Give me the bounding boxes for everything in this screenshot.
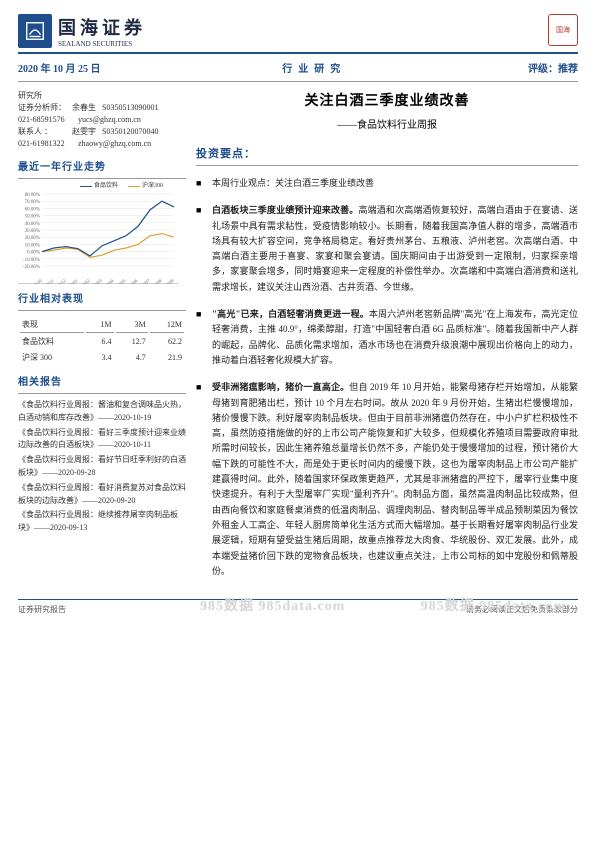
document-page: 国海证券 SEALAND SECURITIES 国海 2020 年 10 月 2… xyxy=(0,0,596,625)
table-header: 3M xyxy=(116,318,148,333)
header: 国海证券 SEALAND SECURITIES 国海 xyxy=(18,14,578,48)
svg-text:20/02: 20/02 xyxy=(80,278,91,284)
report-item: 《食品饮料行业周报：继续推荐屠宰肉制品板块》——2020-09-13 xyxy=(18,509,186,535)
report-rating: 评级：推荐 xyxy=(528,60,578,75)
svg-text:40.00%: 40.00% xyxy=(25,222,40,227)
chart-svg: 80.00% 70.00% 60.00% 50.00% 40.00% 30.00% 20.0… xyxy=(18,184,178,284)
svg-text:20/03: 20/03 xyxy=(92,277,104,284)
svg-text:10.00%: 10.00% xyxy=(25,243,40,248)
main-title: 关注白酒三季度业绩改善 xyxy=(196,90,578,110)
chart-section-title: 最近一年行业走势 xyxy=(18,160,186,179)
related-reports-list: 《食品饮料行业周报：酱油和复合调味品火热，白酒动销和库存改善》——2020-10… xyxy=(18,399,186,535)
report-date: 2020 年 10 月 25 日 xyxy=(18,60,101,75)
investment-point: ■本周行业观点：关注白酒三季度业绩改善 xyxy=(196,176,578,191)
report-item: 《食品饮料行业周报：看好消费复苏对食品饮料板块的边际改善》——2020-09-2… xyxy=(18,482,186,508)
svg-text:30.00%: 30.00% xyxy=(25,229,40,234)
trend-chart: 食品饮料 沪深300 80.00% 70.00% 60.00% 50.00% 40.00… xyxy=(18,184,178,284)
svg-text:19/10: 19/10 xyxy=(32,277,44,284)
dept-label: 研究所 xyxy=(18,90,186,102)
investment-point: ■"高光"已来，白酒轻奢消费更进一程。本周六泸州老窖新品牌"高光"在上海发布，高… xyxy=(196,307,578,368)
logo-block: 国海证券 SEALAND SECURITIES xyxy=(18,14,146,48)
company-seal-icon: 国海 xyxy=(548,14,578,46)
svg-text:20/07: 20/07 xyxy=(140,277,152,284)
table-row: 食品饮料6.412.762.2 xyxy=(20,335,184,349)
footer-left: 证券研究报告 xyxy=(18,604,66,615)
main-column: 关注白酒三季度业绩改善 ——食品饮料行业周报 投资要点： ■本周行业观点：关注白… xyxy=(196,90,578,591)
bullet-icon: ■ xyxy=(196,176,204,191)
svg-text:80.00%: 80.00% xyxy=(25,193,40,198)
svg-text:20/04: 20/04 xyxy=(104,277,116,284)
bullet-icon: ■ xyxy=(196,203,204,295)
main-content-area: 研究所 证券分析师：余春生S0350513090001 021-68591576… xyxy=(18,90,578,591)
table-header: 12M xyxy=(150,318,184,333)
svg-text:50.00%: 50.00% xyxy=(25,215,40,220)
sidebar: 研究所 证券分析师：余春生S0350513090001 021-68591576… xyxy=(18,90,186,591)
investment-points-title: 投资要点： xyxy=(196,145,578,166)
performance-table: 表现1M3M12M 食品饮料6.412.762.2 沪深 3003.44.721.… xyxy=(18,316,186,367)
investment-points: ■本周行业观点：关注白酒三季度业绩改善 ■白酒板块三季度业绩预计迎来改善。高端酒和… xyxy=(196,176,578,579)
svg-text:20/09: 20/09 xyxy=(164,277,176,284)
table-header: 表现 xyxy=(20,318,84,333)
svg-text:-20.00%: -20.00% xyxy=(23,265,40,270)
report-item: 《食品饮料行业周报：酱油和复合调味品火热，白酒动销和库存改善》——2020-10… xyxy=(18,399,186,425)
topbar: 2020 年 10 月 25 日 行业研究 评级：推荐 xyxy=(18,54,578,81)
report-item: 《食品饮料行业周报：看好三季度预计迎来业绩边际改善的白酒板块》——2020-10… xyxy=(18,427,186,453)
table-header: 1M xyxy=(86,318,113,333)
investment-point: ■白酒板块三季度业绩预计迎来改善。高端酒和次高端酒恢复较好，高端白酒由于在宴请、… xyxy=(196,203,578,295)
svg-text:60.00%: 60.00% xyxy=(25,207,40,212)
svg-text:20/01: 20/01 xyxy=(68,278,79,284)
watermark: 985数据 985data.com xyxy=(421,595,566,615)
svg-text:20/05: 20/05 xyxy=(116,277,128,284)
legend-line-1 xyxy=(80,186,92,188)
svg-text:20/06: 20/06 xyxy=(128,277,140,284)
company-name-cn: 国海证券 xyxy=(58,14,146,40)
report-category: 行业研究 xyxy=(282,60,346,75)
watermark: 985数据 985data.com xyxy=(200,595,345,615)
report-item: 《食品饮料行业周报：看好节日旺季利好的白酒板块》——2020-09-28 xyxy=(18,454,186,480)
reports-section-title: 相关报告 xyxy=(18,375,186,394)
sub-title: ——食品饮料行业周报 xyxy=(196,116,578,131)
svg-text:20/08: 20/08 xyxy=(152,277,164,284)
investment-point: ■受非洲猪瘟影响，猪价一直高企。但自 2019 年 10 月开始，能繁母猪存栏开… xyxy=(196,380,578,579)
company-logo-icon xyxy=(18,14,52,48)
legend-line-2 xyxy=(128,186,140,188)
table-row: 沪深 3003.44.721.9 xyxy=(20,351,184,365)
svg-text:20.00%: 20.00% xyxy=(25,236,40,241)
svg-text:-10.00%: -10.00% xyxy=(23,258,40,263)
svg-text:0.00%: 0.00% xyxy=(27,251,40,256)
company-name-en: SEALAND SECURITIES xyxy=(58,40,146,48)
bullet-icon: ■ xyxy=(196,307,204,368)
bullet-icon: ■ xyxy=(196,380,204,579)
analyst-info: 研究所 证券分析师：余春生S0350513090001 021-68591576… xyxy=(18,90,186,150)
svg-text:19/12: 19/12 xyxy=(56,278,67,284)
svg-text:70.00%: 70.00% xyxy=(25,200,40,205)
perf-section-title: 行业相对表现 xyxy=(18,292,186,311)
chart-legend: 食品饮料 沪深300 xyxy=(80,182,163,191)
divider xyxy=(18,81,578,82)
svg-text:19/11: 19/11 xyxy=(44,278,55,284)
